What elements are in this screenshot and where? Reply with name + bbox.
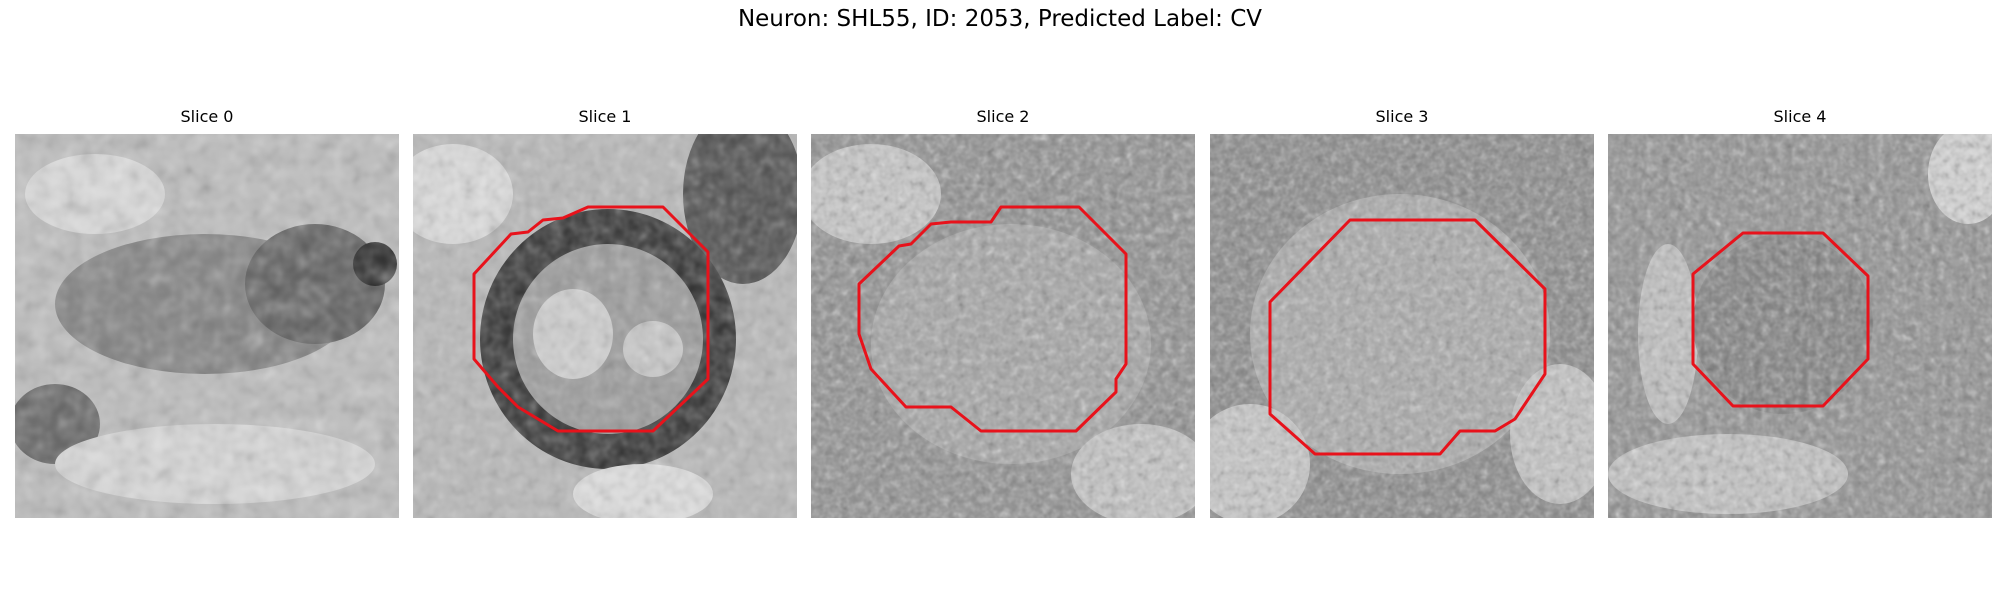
slice-title-4: Slice 4 bbox=[1773, 107, 1827, 126]
slice-title-1: Slice 1 bbox=[578, 107, 632, 126]
slice-image-0 bbox=[15, 134, 399, 518]
roi-outline-4 bbox=[1691, 231, 1870, 408]
roi-outline-2 bbox=[857, 205, 1128, 433]
slice-title-3: Slice 3 bbox=[1375, 107, 1429, 126]
slice-title-2: Slice 2 bbox=[976, 107, 1030, 126]
roi-outline-1 bbox=[472, 205, 710, 433]
slice-image-1 bbox=[413, 134, 797, 518]
slice-title-0: Slice 0 bbox=[180, 107, 234, 126]
slice-image-3 bbox=[1210, 134, 1594, 518]
slice-image-4 bbox=[1608, 134, 1992, 518]
slice-image-2 bbox=[811, 134, 1195, 518]
roi-outline-3 bbox=[1268, 218, 1547, 456]
figure-title: Neuron: SHL55, ID: 2053, Predicted Label… bbox=[737, 6, 1263, 32]
